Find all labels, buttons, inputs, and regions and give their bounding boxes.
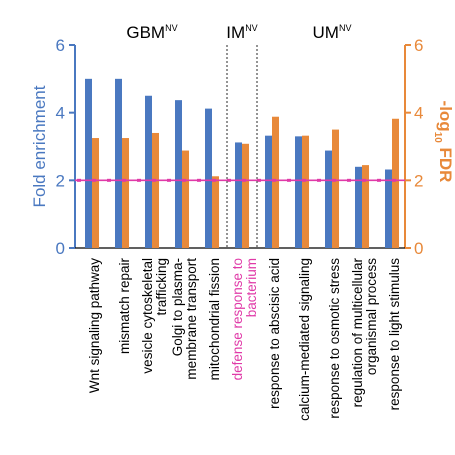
category-label-line: membrane transport — [184, 258, 199, 380]
bar-fold-enrichment — [85, 78, 92, 248]
category-label-line: mismatch repair — [117, 258, 132, 355]
category-label-line: mitochondrial fission — [207, 258, 222, 380]
category-label: response to osmotic stress — [327, 258, 342, 419]
right-tick-label: 6 — [414, 36, 423, 55]
right-tick-label: 0 — [414, 239, 423, 258]
left-axis-label: Fold enrichment — [30, 85, 49, 207]
left-tick-label: 6 — [56, 36, 65, 55]
bar-fdr — [212, 176, 219, 248]
bar-fdr — [182, 150, 189, 248]
bar-fdr — [272, 116, 279, 248]
bar-fold-enrichment — [355, 166, 362, 248]
category-label-line: bacterium — [244, 258, 259, 317]
right-axis-label: -log10 FDR — [432, 101, 455, 183]
category-label-line: vesicle cytoskeletal — [140, 258, 155, 374]
category-label-line: defense response to — [230, 258, 245, 380]
category-label: defense response to bacterium — [230, 258, 259, 380]
category-label-line: calcium-mediated signaling — [297, 258, 312, 421]
bar-fold-enrichment — [115, 78, 122, 248]
category-label: regulation of multicellular organismal pr… — [350, 257, 379, 407]
bar-fold-enrichment — [325, 150, 332, 248]
left-tick-label: 0 — [56, 239, 65, 258]
category-label: mitochondrial fission — [207, 258, 222, 380]
right-tick-label: 2 — [414, 171, 423, 190]
bar-fold-enrichment — [385, 169, 392, 248]
category-label-line: trafficking — [154, 258, 169, 316]
category-label-line: regulation of multicellular — [350, 257, 365, 407]
group-label: GBMNV — [126, 23, 177, 42]
bar-fold-enrichment — [145, 95, 152, 248]
category-label-line: Wnt signaling pathway — [87, 258, 102, 393]
category-label-line: response to abscisic acid — [267, 258, 282, 409]
bar-fdr — [332, 129, 339, 248]
category-label: response to light stimulus — [387, 258, 402, 411]
bar-fdr — [392, 118, 399, 248]
left-tick-label: 2 — [56, 171, 65, 190]
bar-fdr — [152, 132, 159, 248]
bar-fold-enrichment — [175, 100, 182, 248]
bar-fdr — [122, 138, 129, 248]
category-label: vesicle cytoskeletal trafficking — [140, 258, 169, 374]
category-label: Wnt signaling pathway — [87, 258, 102, 393]
category-label: Golgi to plasma-membrane transport — [170, 258, 199, 380]
bar-fold-enrichment — [235, 142, 242, 248]
category-label: mismatch repair — [117, 258, 132, 355]
group-label: UMNV — [313, 23, 352, 42]
category-label-line: organismal process — [364, 258, 379, 375]
category-label: response to abscisic acid — [267, 258, 282, 409]
right-tick-label: 4 — [414, 104, 423, 123]
bar-fdr — [242, 143, 249, 248]
bar-fdr — [302, 135, 309, 248]
category-label-line: response to light stimulus — [387, 258, 402, 411]
category-label-line: response to osmotic stress — [327, 258, 342, 419]
group-label: IMNV — [226, 23, 257, 42]
bar-fold-enrichment — [205, 108, 212, 249]
category-label: calcium-mediated signaling — [297, 258, 312, 421]
bar-fdr — [92, 138, 99, 248]
bar-fold-enrichment — [265, 135, 272, 248]
bar-fdr — [362, 165, 369, 248]
left-tick-label: 4 — [56, 104, 65, 123]
category-label-line: Golgi to plasma- — [170, 258, 185, 356]
bar-fold-enrichment — [295, 136, 302, 248]
